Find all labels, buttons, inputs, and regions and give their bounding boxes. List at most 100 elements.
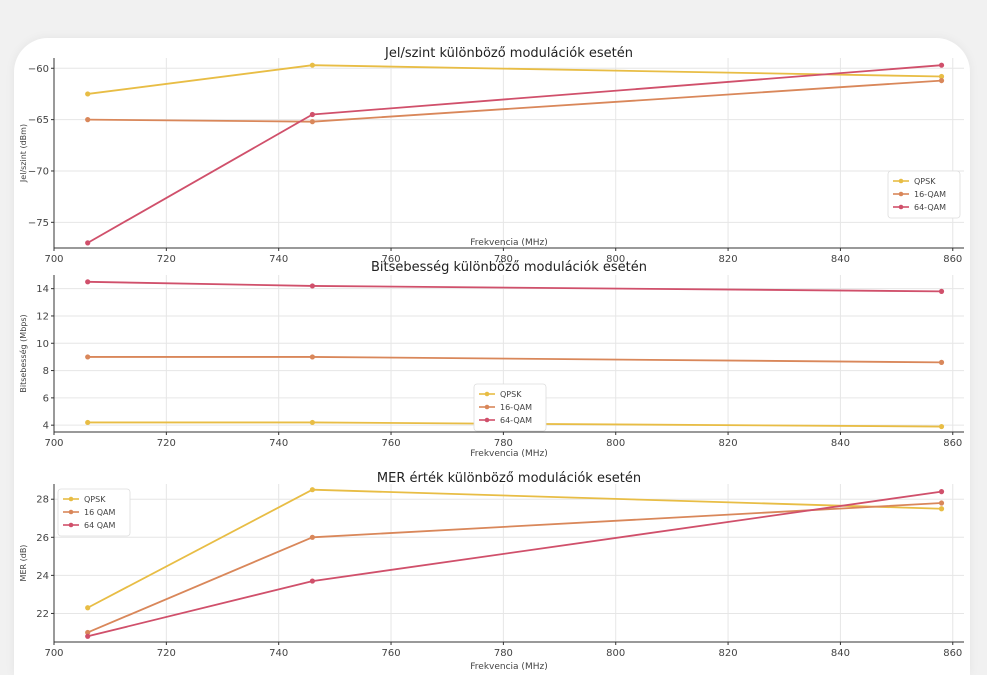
x-tick-label: 860: [943, 648, 962, 659]
x-tick-label: 700: [44, 438, 63, 449]
data-point: [309, 62, 315, 68]
x-tick-label: 700: [44, 648, 63, 659]
y-tick-label: −60: [28, 64, 49, 75]
legend-label: 16-QAM: [914, 190, 946, 199]
data-point: [309, 111, 315, 118]
legend-marker: [68, 509, 74, 515]
x-tick-label: 840: [831, 254, 850, 265]
x-tick-label: 740: [269, 438, 288, 449]
x-tick-label: 720: [157, 648, 176, 659]
x-tick-label: 780: [494, 254, 513, 265]
chart-title: MER érték különböző modulációk esetén: [377, 471, 641, 486]
x-tick-label: 780: [494, 438, 513, 449]
chart-title: Bitsebesség különböző modulációk esetén: [371, 260, 647, 275]
legend-label: 16-QAM: [500, 403, 532, 412]
legend-label: 64-QAM: [914, 203, 946, 212]
y-axis-label: Bitsebesség (Mbps): [18, 314, 28, 392]
x-tick-label: 760: [381, 648, 400, 659]
data-point: [938, 500, 945, 506]
data-point: [309, 487, 315, 493]
x-tick-label: 700: [44, 254, 63, 265]
y-axis-label: MER (dB): [19, 545, 28, 582]
data-point: [309, 119, 315, 125]
x-tick-label: 800: [606, 254, 625, 265]
data-point: [938, 62, 945, 68]
y-tick-label: 4: [43, 421, 49, 432]
data-point: [85, 354, 91, 360]
y-tick-label: −75: [28, 218, 49, 229]
y-tick-label: 24: [36, 571, 49, 582]
x-axis-label: Frekvencia (MHz): [470, 662, 547, 672]
chart-3: 700 720 740 760 780 800 820 840 860 22 24 26 28 MER é…: [19, 471, 964, 672]
data-point: [85, 419, 91, 426]
legend-label: QPSK: [84, 495, 106, 504]
x-tick-label: 840: [831, 648, 850, 659]
data-point: [309, 419, 315, 426]
legend-label: QPSK: [914, 177, 936, 186]
x-tick-label: 840: [831, 438, 850, 449]
x-tick-label: 820: [719, 648, 738, 659]
data-point: [85, 240, 91, 246]
legend-label: 16 QAM: [84, 508, 115, 517]
y-tick-label: −70: [28, 166, 49, 177]
data-point: [309, 283, 315, 289]
series-line-3: [87, 490, 942, 638]
series-line-2: [87, 356, 942, 364]
y-tick-label: 22: [36, 609, 49, 620]
data-point: [938, 359, 945, 365]
x-tick-label: 720: [157, 254, 176, 265]
x-tick-label: 780: [494, 648, 513, 659]
legend-marker: [898, 178, 904, 184]
x-tick-label: 740: [269, 648, 288, 659]
y-tick-label: 12: [36, 311, 49, 322]
data-point: [309, 578, 315, 584]
data-point: [309, 354, 315, 360]
legend-marker: [484, 404, 490, 410]
y-tick-label: 28: [36, 495, 49, 506]
data-point: [85, 633, 91, 639]
data-point: [85, 117, 91, 123]
series-line-3: [87, 64, 942, 244]
data-point: [85, 605, 91, 611]
data-point: [85, 91, 91, 97]
legend-marker: [68, 522, 74, 528]
series-line-3: [87, 280, 942, 293]
line-charts-figure: 700 720 740 760 780 800 820 840 860 −75 −70 −65 −60 J…: [18, 46, 964, 672]
legend-label: 64 QAM: [84, 521, 115, 530]
legend-marker: [68, 496, 74, 502]
data-point: [938, 77, 945, 84]
legend: QPSK 16 QAM 64 QAM: [57, 488, 131, 537]
x-axis-label: Frekvencia (MHz): [470, 449, 547, 459]
chart-1: 700 720 740 760 780 800 820 840 860 −75 −70 −65 −60 J…: [19, 46, 964, 265]
series-line-2: [87, 79, 942, 123]
data-point: [938, 489, 945, 495]
chart-title: Jel/szint különböző modulációk esetén: [384, 46, 633, 61]
y-tick-label: 8: [43, 366, 49, 377]
y-tick-label: −65: [28, 115, 49, 126]
legend-marker: [898, 204, 904, 210]
data-point: [938, 288, 945, 294]
chart-2: 700 720 740 760 780 800 820 840 860 4 6 8 10 12 14 Bits…: [18, 260, 964, 459]
legend-marker: [898, 191, 904, 197]
legend: QPSK 16-QAM 64-QAM: [887, 170, 961, 219]
x-tick-label: 720: [157, 438, 176, 449]
data-point: [309, 534, 315, 540]
x-tick-label: 800: [606, 438, 625, 449]
x-tick-label: 820: [719, 254, 738, 265]
figure-card: 700 720 740 760 780 800 820 840 860 −75 −70 −65 −60 J…: [14, 38, 970, 675]
data-point: [938, 506, 945, 512]
x-tick-label: 820: [719, 438, 738, 449]
legend: QPSK 16-QAM 64-QAM: [473, 383, 547, 432]
data-point: [85, 279, 91, 285]
y-tick-label: 10: [36, 339, 49, 350]
x-tick-label: 760: [381, 438, 400, 449]
data-point: [85, 629, 91, 636]
data-point: [938, 423, 945, 430]
x-tick-label: 860: [943, 254, 962, 265]
series-line-1: [87, 488, 942, 609]
x-tick-label: 740: [269, 254, 288, 265]
legend-label: QPSK: [500, 390, 522, 399]
legend-marker: [484, 391, 490, 397]
y-tick-label: 6: [43, 393, 49, 404]
legend-label: 64-QAM: [500, 416, 532, 425]
